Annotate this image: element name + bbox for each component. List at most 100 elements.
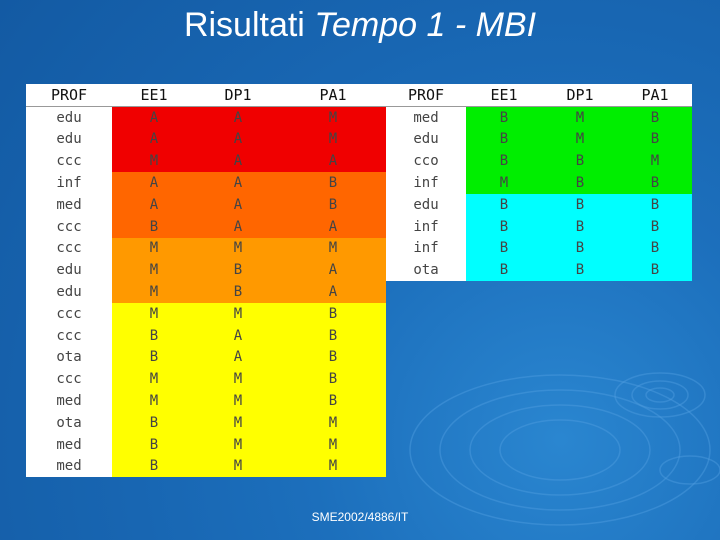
- score-cell: B: [466, 259, 542, 282]
- table-row: ccc M A A: [26, 150, 386, 173]
- score-cell: B: [112, 324, 196, 347]
- prof-cell: med: [26, 455, 112, 478]
- score-cell: M: [196, 433, 280, 456]
- score-cell: M: [466, 172, 542, 194]
- score-cell: B: [542, 172, 618, 194]
- table-row: edu M B A: [26, 259, 386, 282]
- score-cell: B: [466, 128, 542, 151]
- column-header-prof: PROF: [26, 84, 112, 107]
- score-cell: A: [280, 281, 386, 303]
- table-row: ccc B A B: [26, 324, 386, 347]
- prof-cell: ccc: [26, 215, 112, 238]
- score-cell: B: [280, 368, 386, 391]
- score-cell: B: [112, 455, 196, 478]
- table-row: inf B B B: [386, 215, 692, 238]
- prof-cell: ccc: [26, 324, 112, 347]
- column-header-pa1: PA1: [618, 84, 692, 107]
- score-cell: B: [112, 433, 196, 456]
- table-header-row: PROF EE1 DP1 PA1: [26, 84, 386, 107]
- score-cell: B: [618, 259, 692, 282]
- score-cell: B: [280, 324, 386, 347]
- score-cell: A: [112, 128, 196, 151]
- score-cell: B: [280, 390, 386, 412]
- table-row: ccc M M M: [26, 237, 386, 260]
- table-row: med B M M: [26, 455, 386, 478]
- score-cell: M: [280, 237, 386, 260]
- score-cell: M: [196, 390, 280, 412]
- table-row: edu M B A: [26, 281, 386, 303]
- score-cell: A: [280, 215, 386, 238]
- prof-cell: med: [26, 193, 112, 216]
- score-cell: M: [542, 128, 618, 151]
- prof-cell: ccc: [26, 368, 112, 391]
- score-cell: M: [542, 106, 618, 129]
- table-row: inf A A B: [26, 172, 386, 194]
- table-row: med B M B: [386, 106, 692, 129]
- score-cell: A: [280, 259, 386, 282]
- footer-code: SME2002/4886/IT: [311, 510, 409, 524]
- score-cell: M: [280, 106, 386, 129]
- table-row: med M M B: [26, 390, 386, 412]
- title-main: Risultati: [183, 6, 305, 44]
- score-cell: B: [466, 193, 542, 216]
- prof-cell: ccc: [26, 302, 112, 325]
- score-cell: B: [542, 215, 618, 238]
- table-row: ota B A B: [26, 346, 386, 369]
- score-cell: B: [618, 215, 692, 238]
- table-row: ota B M M: [26, 411, 386, 434]
- prof-cell: inf: [386, 237, 466, 260]
- prof-cell: ccc: [26, 150, 112, 173]
- score-cell: A: [196, 193, 280, 216]
- column-header-ee1: EE1: [466, 84, 542, 107]
- score-cell: A: [112, 106, 196, 129]
- score-cell: M: [112, 259, 196, 282]
- column-header-dp1: DP1: [196, 84, 280, 107]
- column-header-pa1: PA1: [280, 84, 386, 107]
- score-cell: B: [542, 193, 618, 216]
- table-header-row: PROF EE1 DP1 PA1: [386, 84, 692, 107]
- prof-cell: edu: [386, 193, 466, 216]
- score-cell: M: [196, 302, 280, 325]
- score-cell: M: [618, 150, 692, 173]
- table-row: edu B M B: [386, 128, 692, 151]
- score-cell: B: [196, 281, 280, 303]
- prof-cell: med: [386, 106, 466, 129]
- prof-cell: med: [26, 433, 112, 456]
- column-header-prof: PROF: [386, 84, 466, 107]
- prof-cell: edu: [26, 281, 112, 303]
- score-cell: M: [280, 128, 386, 151]
- score-cell: B: [618, 193, 692, 216]
- score-cell: M: [196, 411, 280, 434]
- score-cell: A: [280, 150, 386, 173]
- table-row: edu B B B: [386, 193, 692, 216]
- prof-cell: inf: [26, 172, 112, 194]
- table-row: med B M M: [26, 433, 386, 456]
- score-cell: A: [196, 215, 280, 238]
- score-cell: A: [112, 193, 196, 216]
- score-cell: B: [112, 346, 196, 369]
- prof-cell: cco: [386, 150, 466, 173]
- prof-cell: edu: [386, 128, 466, 151]
- score-cell: B: [280, 302, 386, 325]
- score-cell: M: [112, 302, 196, 325]
- prof-cell: ccc: [26, 237, 112, 260]
- score-cell: B: [466, 215, 542, 238]
- column-header-dp1: DP1: [542, 84, 618, 107]
- prof-cell: med: [26, 390, 112, 412]
- score-cell: A: [196, 324, 280, 347]
- table-row: ota B B B: [386, 259, 692, 282]
- table-row: ccc M M B: [26, 302, 386, 325]
- prof-cell: inf: [386, 215, 466, 238]
- score-cell: B: [466, 106, 542, 129]
- score-cell: M: [112, 281, 196, 303]
- score-cell: A: [196, 172, 280, 194]
- score-cell: M: [196, 237, 280, 260]
- table-row: inf M B B: [386, 172, 692, 194]
- score-cell: B: [280, 346, 386, 369]
- score-cell: B: [542, 237, 618, 260]
- prof-cell: edu: [26, 106, 112, 129]
- score-cell: B: [112, 411, 196, 434]
- score-cell: B: [466, 237, 542, 260]
